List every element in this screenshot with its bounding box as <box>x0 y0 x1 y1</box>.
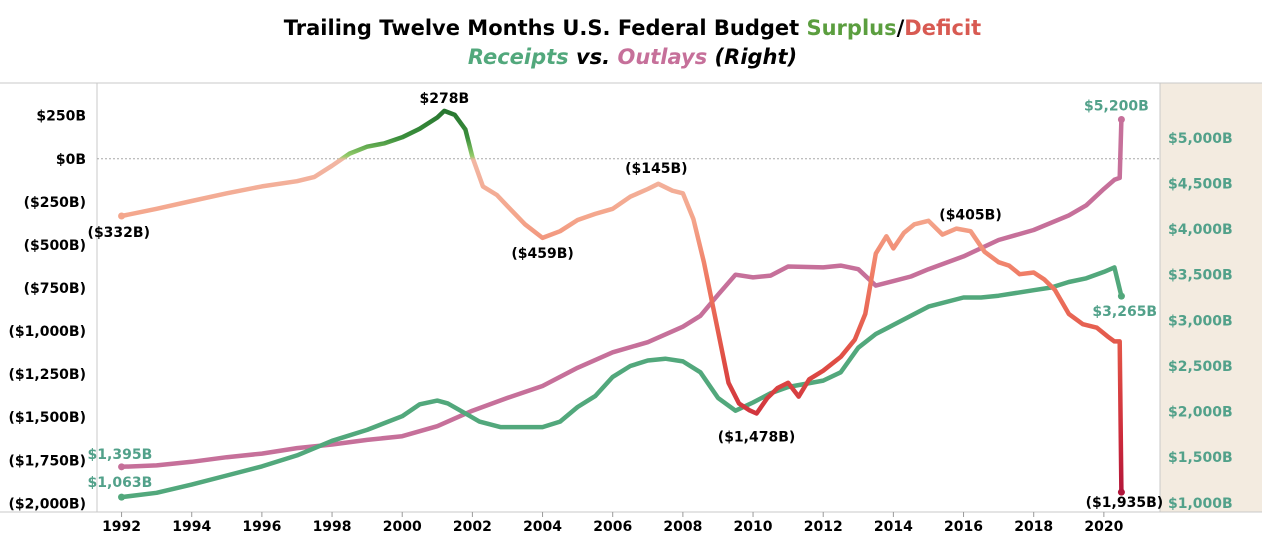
right-tick-label: $5,000B <box>1168 131 1233 147</box>
data-label: $1,063B <box>88 475 153 491</box>
data-label: ($1,478B) <box>718 429 796 445</box>
outlays-line-start-point <box>118 463 126 471</box>
x-tick-label: 2010 <box>734 519 773 535</box>
balance-line-start-point <box>118 212 126 220</box>
receipts-line <box>119 265 1124 500</box>
x-tick-label: 2012 <box>804 519 843 535</box>
x-tick-label: 2006 <box>593 519 632 535</box>
left-tick-label: ($1,500B) <box>9 410 87 426</box>
left-tick-label: ($1,750B) <box>9 453 87 469</box>
left-tick-label: ($2,000B) <box>9 496 87 512</box>
plot-frame <box>0 82 1262 513</box>
right-tick-label: $3,500B <box>1168 268 1233 284</box>
x-tick-label: 1996 <box>242 519 281 535</box>
left-tick-label: ($750B) <box>24 281 86 297</box>
data-label: $278B <box>419 91 469 107</box>
subtitle-receipts: Receipts <box>467 45 569 69</box>
x-tick-label: 1998 <box>313 519 352 535</box>
data-label: $3,265B <box>1092 304 1157 320</box>
data-label: ($1,935B) <box>1086 495 1164 511</box>
data-label: ($459B) <box>511 246 573 262</box>
right-tick-label: $4,500B <box>1168 176 1233 192</box>
chart-title: Trailing Twelve Months U.S. Federal Budg… <box>0 14 1265 42</box>
right-tick-label: $2,500B <box>1168 359 1233 375</box>
data-label: $1,395B <box>88 447 153 463</box>
data-label: ($332B) <box>88 225 150 241</box>
title-surplus: Surplus <box>806 16 897 40</box>
x-tick-label: 2000 <box>383 519 422 535</box>
x-tick-label: 1992 <box>102 519 141 535</box>
balance-line <box>119 108 1124 495</box>
right-axis-panel <box>1160 83 1262 512</box>
x-tick-label: 2016 <box>944 519 983 535</box>
left-tick-label: ($500B) <box>24 238 86 254</box>
data-label: ($145B) <box>625 161 687 177</box>
left-tick-label: $250B <box>36 109 86 125</box>
x-tick-label: 2014 <box>874 519 913 535</box>
chart-subtitle: Receipts vs. Outlays (Right) <box>0 43 1265 71</box>
x-tick-label: 2004 <box>523 519 562 535</box>
subtitle-vs: vs. <box>568 45 618 69</box>
right-axis: $5,000B $4,500B $4,000B $3,500B $3,000B $2,50… <box>1168 131 1233 512</box>
right-tick-label: $4,000B <box>1168 222 1233 238</box>
left-tick-label: ($250B) <box>24 195 86 211</box>
x-tick-label: 2002 <box>453 519 492 535</box>
right-tick-label: $1,000B <box>1168 496 1233 512</box>
balance-line-end-point <box>1117 488 1125 496</box>
left-tick-label: ($1,000B) <box>9 324 87 340</box>
x-tick-label: 1994 <box>172 519 211 535</box>
outlays-line-end-point <box>1117 116 1125 124</box>
series-layer <box>118 108 1125 501</box>
right-tick-label: $2,000B <box>1168 405 1233 421</box>
left-tick-label: ($1,250B) <box>9 367 87 383</box>
receipts-line-end-point <box>1117 292 1125 300</box>
outlays-line <box>119 117 1124 470</box>
x-axis: 1992 1994 1996 1998 2000 2002 2004 2006 2008 2010… <box>102 512 1124 535</box>
data-label: ($405B) <box>939 208 1001 224</box>
subtitle-outlays: Outlays <box>617 45 708 69</box>
left-axis: $250B $0B ($250B) ($500B) ($750B) ($1,000B) ($… <box>9 109 87 513</box>
left-tick-label: $0B <box>56 152 86 168</box>
title-main: Trailing Twelve Months U.S. Federal Budg… <box>283 16 800 40</box>
x-tick-label: 2020 <box>1084 519 1123 535</box>
x-tick-label: 2018 <box>1014 519 1053 535</box>
data-label: $5,200B <box>1084 99 1149 115</box>
title-deficit: Deficit <box>904 16 982 40</box>
receipts-line-start-point <box>118 493 126 501</box>
right-tick-label: $1,500B <box>1168 450 1233 466</box>
subtitle-right: (Right) <box>707 45 798 69</box>
annotation-layer: $278B ($332B) ($459B) ($145B) ($1,478B) ($405… <box>88 91 1164 511</box>
x-tick-label: 2008 <box>663 519 702 535</box>
right-tick-label: $3,000B <box>1168 313 1233 329</box>
title-slash: / <box>896 16 905 40</box>
